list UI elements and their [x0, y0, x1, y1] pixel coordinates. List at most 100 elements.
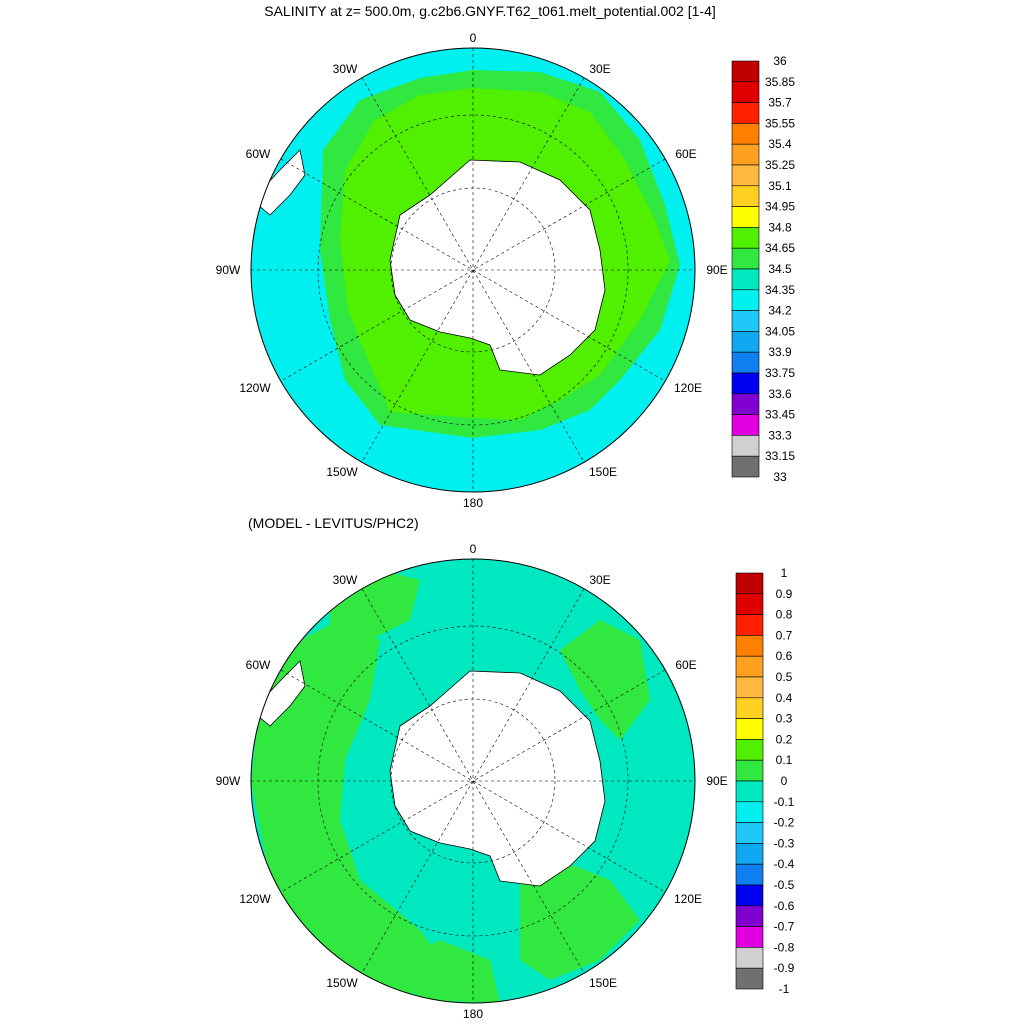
- top-lon-30e: 30E: [589, 62, 610, 76]
- bottom-colorbar-swatch: [735, 739, 764, 761]
- top-colorbar-swatch: [731, 351, 760, 374]
- bottom-colorbar-swatch: [735, 759, 764, 782]
- top-colorbar-label: 35.25: [765, 158, 795, 172]
- top-colorbar-label: 33.6: [768, 387, 792, 401]
- top-lon-150w: 150W: [326, 465, 358, 479]
- top-lon-0: 0: [470, 31, 477, 45]
- bottom-colorbar-label: 0: [781, 774, 788, 788]
- top-colorbar-label: 34.2: [768, 304, 792, 318]
- top-lon-180: 180: [463, 496, 483, 510]
- top-colorbar-label: 35.1: [768, 179, 792, 193]
- top-colorbar-swatch: [731, 102, 760, 124]
- top-lon-30w: 30W: [333, 62, 358, 76]
- top-colorbar-label: 35.85: [765, 75, 795, 89]
- bottom-colorbar-swatch: [735, 926, 764, 948]
- bottom-colorbar-label: 0.6: [776, 649, 793, 663]
- top-colorbar-swatch: [731, 435, 760, 457]
- bottom-colorbar-swatch: [735, 655, 764, 678]
- top-colorbar-label: 33.9: [768, 345, 792, 359]
- top-colorbar-swatch: [731, 164, 760, 187]
- top-colorbar-swatch: [731, 247, 760, 270]
- bottom-colorbar-label: 0.3: [776, 712, 793, 726]
- top-colorbar-label: 33.15: [765, 449, 795, 463]
- top-map: [250, 47, 696, 493]
- top-lon-120e: 120E: [674, 381, 702, 395]
- top-colorbar-label: 33.3: [768, 428, 792, 442]
- top-colorbar-label: 35.7: [768, 96, 792, 110]
- bottom-colorbar-label: -0.4: [774, 857, 795, 871]
- bottom-colorbar-swatch: [735, 863, 764, 886]
- bottom-colorbar-swatch: [735, 905, 764, 927]
- bottom-lon-90w: 90W: [216, 774, 241, 788]
- top-colorbar-label: 34.95: [765, 200, 795, 214]
- bottom-colorbar-label: 0.1: [776, 753, 793, 767]
- bottom-colorbar-label: 0.9: [776, 587, 793, 601]
- bottom-region-southwest: [400, 940, 500, 1003]
- top-colorbar-label: 34.65: [765, 241, 795, 255]
- top-lon-120w: 120W: [239, 381, 271, 395]
- bottom-colorbar-swatch: [735, 780, 764, 803]
- bottom-colorbar-swatch: [735, 635, 764, 657]
- top-lon-90w: 90W: [216, 263, 241, 277]
- bottom-colorbar-swatch: [735, 884, 764, 907]
- top-colorbar-swatch: [731, 414, 760, 436]
- bottom-colorbar-label: -0.8: [774, 940, 795, 954]
- top-colorbar-swatch: [731, 123, 760, 145]
- top-colorbar-label: 35.4: [768, 137, 792, 151]
- top-colorbar-label: 33: [773, 470, 787, 484]
- top-colorbar-swatch: [731, 206, 760, 228]
- top-lon-60e: 60E: [675, 147, 696, 161]
- bottom-colorbar-label: 1: [781, 566, 788, 580]
- top-colorbar-swatch: [731, 393, 760, 415]
- top-colorbar-swatch: [731, 455, 760, 478]
- bottom-south-america: [251, 660, 306, 727]
- bottom-lon-180: 180: [463, 1007, 483, 1021]
- bottom-colorbar-swatch: [735, 822, 764, 844]
- bottom-colorbar-swatch: [735, 593, 764, 615]
- top-colorbar-swatch: [731, 289, 760, 311]
- top-colorbar-swatch: [731, 227, 760, 249]
- top-lon-150e: 150E: [589, 465, 617, 479]
- bottom-region-southeast: [520, 860, 640, 980]
- top-colorbar-label: 36: [773, 54, 787, 68]
- top-colorbar-swatch: [731, 268, 760, 291]
- bottom-region-west: [251, 620, 473, 1003]
- bottom-colorbar-swatch: [735, 572, 764, 595]
- top-colorbar-swatch: [731, 81, 760, 103]
- bottom-colorbar-label: 0.7: [776, 628, 793, 642]
- bottom-colorbar-swatch: [735, 614, 764, 636]
- bottom-lon-0: 0: [470, 542, 477, 556]
- top-colorbar-swatch: [731, 185, 760, 207]
- top-south-america: [251, 149, 306, 216]
- bottom-region-east: [560, 620, 650, 740]
- bottom-colorbar-label: -0.5: [774, 878, 795, 892]
- bottom-colorbar: 1 0.9 0.8 0.7 0.6 0.5 0.4 0.3 0.2 0.1 0 -0.1 -0.2 -0.…: [735, 566, 795, 996]
- bottom-colorbar-label: -0.1: [774, 795, 795, 809]
- top-lon-labels: 0 30W 30E 60W 60E 90W 90E 120W 120E 150W…: [216, 31, 728, 510]
- bottom-colorbar-swatch: [735, 801, 764, 823]
- bottom-map: [250, 558, 696, 1004]
- bottom-lon-labels: 0 30W 30E 60W 60E 90W 90E 120W 120E 150W…: [216, 542, 728, 1021]
- bottom-colorbar-swatch: [735, 967, 764, 990]
- bottom-colorbar-label: -0.3: [774, 836, 795, 850]
- top-colorbar-swatch: [731, 143, 760, 166]
- bottom-colorbar-label: -0.7: [774, 920, 795, 934]
- top-colorbar-label: 35.55: [765, 116, 795, 130]
- bottom-colorbar-swatch: [735, 676, 764, 699]
- bottom-lon-60w: 60W: [246, 658, 271, 672]
- bottom-colorbar-swatch: [735, 947, 764, 969]
- bottom-lon-30e: 30E: [589, 573, 610, 587]
- bottom-lon-30w: 30W: [333, 573, 358, 587]
- top-colorbar: 36 35.85 35.7 35.55 35.4 35.25 35.1 34.95 34.8 34…: [731, 54, 795, 484]
- bottom-colorbar-label: -0.6: [774, 899, 795, 913]
- top-title: SALINITY at z= 500.0m, g.c2b6.GNYF.T62_t…: [264, 3, 716, 19]
- bottom-colorbar-swatch: [735, 843, 764, 865]
- top-colorbar-swatch: [731, 372, 760, 395]
- top-colorbar-label: 34.35: [765, 283, 795, 297]
- bottom-lon-60e: 60E: [675, 658, 696, 672]
- top-colorbar-label: 33.75: [765, 366, 795, 380]
- top-lon-60w: 60W: [246, 147, 271, 161]
- bottom-lon-90e: 90E: [706, 774, 727, 788]
- bottom-title: (MODEL - LEVITUS/PHC2): [248, 515, 419, 531]
